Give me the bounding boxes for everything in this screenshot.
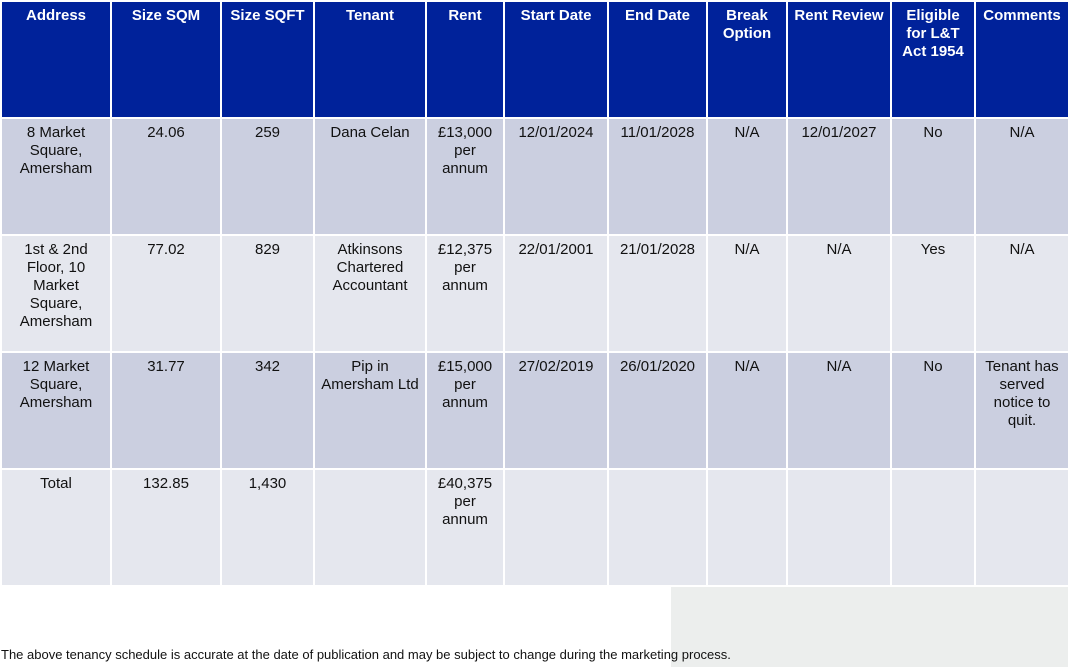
table-cell: N/A: [706, 351, 788, 470]
tenancy-table: Address Size SQM Size SQFT Tenant Rent Start …: [0, 0, 1068, 587]
table-cell: 31.77: [110, 351, 222, 470]
table-cell: £15,000 per annum: [425, 351, 505, 470]
grey-panel: [671, 584, 1068, 667]
table-cell: Yes: [890, 234, 976, 353]
table-cell: £13,000 per annum: [425, 117, 505, 236]
table-cell: 11/01/2028: [607, 117, 708, 236]
table-cell: 1,430: [220, 468, 315, 587]
table-cell: 8 Market Square, Amersham: [0, 117, 112, 236]
table-cell: No: [890, 351, 976, 470]
table-cell: Tenant has served notice to quit.: [974, 351, 1068, 470]
table-cell: Pip in Amersham Ltd: [313, 351, 427, 470]
header-cell: Size SQFT: [220, 0, 315, 119]
table-cell: N/A: [974, 234, 1068, 353]
table-cell: 342: [220, 351, 315, 470]
table-cell: 27/02/2019: [503, 351, 609, 470]
table-cell: [974, 468, 1068, 587]
table-cell: [607, 468, 708, 587]
table-cell: £12,375 per annum: [425, 234, 505, 353]
table-cell: N/A: [786, 351, 892, 470]
header-cell: Eligible for L&T Act 1954: [890, 0, 976, 119]
table-cell: [890, 468, 976, 587]
table-cell: Dana Celan: [313, 117, 427, 236]
table-cell: [786, 468, 892, 587]
header-cell: Size SQM: [110, 0, 222, 119]
table-row: 1st & 2nd Floor, 10 Market Square, Amers…: [0, 234, 1068, 353]
table-cell: 26/01/2020: [607, 351, 708, 470]
header-cell: Address: [0, 0, 112, 119]
table-cell: 77.02: [110, 234, 222, 353]
table-row: Total 132.85 1,430 £40,375 per annum: [0, 468, 1068, 587]
header-cell: Rent: [425, 0, 505, 119]
table-cell: 829: [220, 234, 315, 353]
table-cell: 12 Market Square, Amersham: [0, 351, 112, 470]
header-cell: Tenant: [313, 0, 427, 119]
header-cell: Start Date: [503, 0, 609, 119]
table-cell: [313, 468, 427, 587]
header-cell: End Date: [607, 0, 708, 119]
table-cell: 259: [220, 117, 315, 236]
table-cell: 22/01/2001: [503, 234, 609, 353]
header-row: Address Size SQM Size SQFT Tenant Rent Start …: [0, 0, 1068, 119]
table-cell: 12/01/2027: [786, 117, 892, 236]
table-cell: N/A: [786, 234, 892, 353]
table-cell: Total: [0, 468, 112, 587]
table-row: 8 Market Square, Amersham 24.06 259 Dana Ce…: [0, 117, 1068, 236]
table-cell: N/A: [974, 117, 1068, 236]
table-cell: 21/01/2028: [607, 234, 708, 353]
table-body: 8 Market Square, Amersham 24.06 259 Dana Ce…: [0, 117, 1068, 587]
header-cell: Rent Review: [786, 0, 892, 119]
table-cell: 132.85: [110, 468, 222, 587]
footer-note: The above tenancy schedule is accurate a…: [1, 647, 731, 662]
table-cell: Atkinsons Chartered Accountant: [313, 234, 427, 353]
table-cell: N/A: [706, 117, 788, 236]
table-cell: [503, 468, 609, 587]
header-cell: Comments: [974, 0, 1068, 119]
table-row: 12 Market Square, Amersham 31.77 342 Pip in…: [0, 351, 1068, 470]
table-cell: £40,375 per annum: [425, 468, 505, 587]
table-cell: 24.06: [110, 117, 222, 236]
header-cell: Break Option: [706, 0, 788, 119]
table-cell: 1st & 2nd Floor, 10 Market Square, Amers…: [0, 234, 112, 353]
table-cell: N/A: [706, 234, 788, 353]
table-cell: No: [890, 117, 976, 236]
table-cell: 12/01/2024: [503, 117, 609, 236]
table-cell: [706, 468, 788, 587]
